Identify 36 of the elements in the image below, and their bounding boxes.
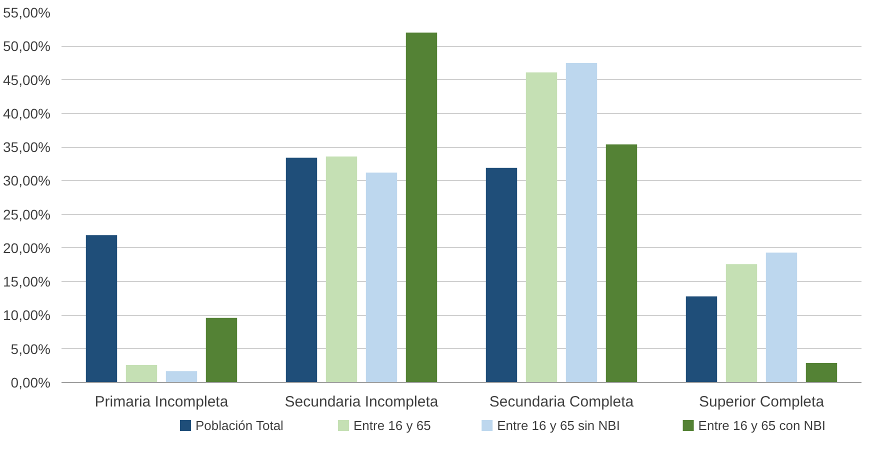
bar [86, 235, 118, 382]
legend-label: Población Total [196, 418, 284, 433]
y-tick-label: 55,00% [3, 4, 50, 20]
legend-label: Entre 16 y 65 [354, 418, 431, 433]
y-tick-label: 5,00% [10, 340, 51, 357]
y-tick-label: 30,00% [3, 172, 50, 189]
bar [406, 32, 438, 382]
bar [686, 296, 718, 382]
y-tick-label: 45,00% [3, 72, 50, 88]
y-tick-label: 20,00% [3, 240, 50, 256]
bar [806, 362, 838, 382]
bar [766, 252, 798, 382]
bar [726, 264, 758, 382]
y-tick-label: 10,00% [3, 307, 50, 324]
x-tick-label: Secundaria Incompleta [284, 394, 439, 410]
y-tick-label: 25,00% [3, 206, 50, 222]
bar [366, 172, 398, 382]
x-tick-label: Superior Completa [698, 394, 825, 410]
bar [326, 156, 358, 382]
legend-label: Entre 16 y 65 sin NBI [497, 418, 620, 433]
bar [486, 168, 518, 382]
bar [606, 144, 638, 382]
y-tick-label: 15,00% [3, 274, 50, 290]
y-tick-label: 50,00% [3, 38, 50, 54]
bar [206, 318, 238, 382]
legend-label: Entre 16 y 65 con NBI [698, 418, 826, 433]
y-tick-label: 35,00% [3, 139, 50, 156]
x-tick-label: Primaria Incompleta [94, 394, 229, 410]
bar [126, 365, 158, 382]
bar [566, 62, 598, 382]
bar [526, 72, 558, 382]
bar [166, 371, 198, 382]
y-tick-label: 0,00% [10, 374, 51, 390]
y-tick-label: 40,00% [3, 105, 50, 122]
bar [286, 158, 318, 382]
x-tick-label: Secundaria Completa [489, 394, 634, 410]
